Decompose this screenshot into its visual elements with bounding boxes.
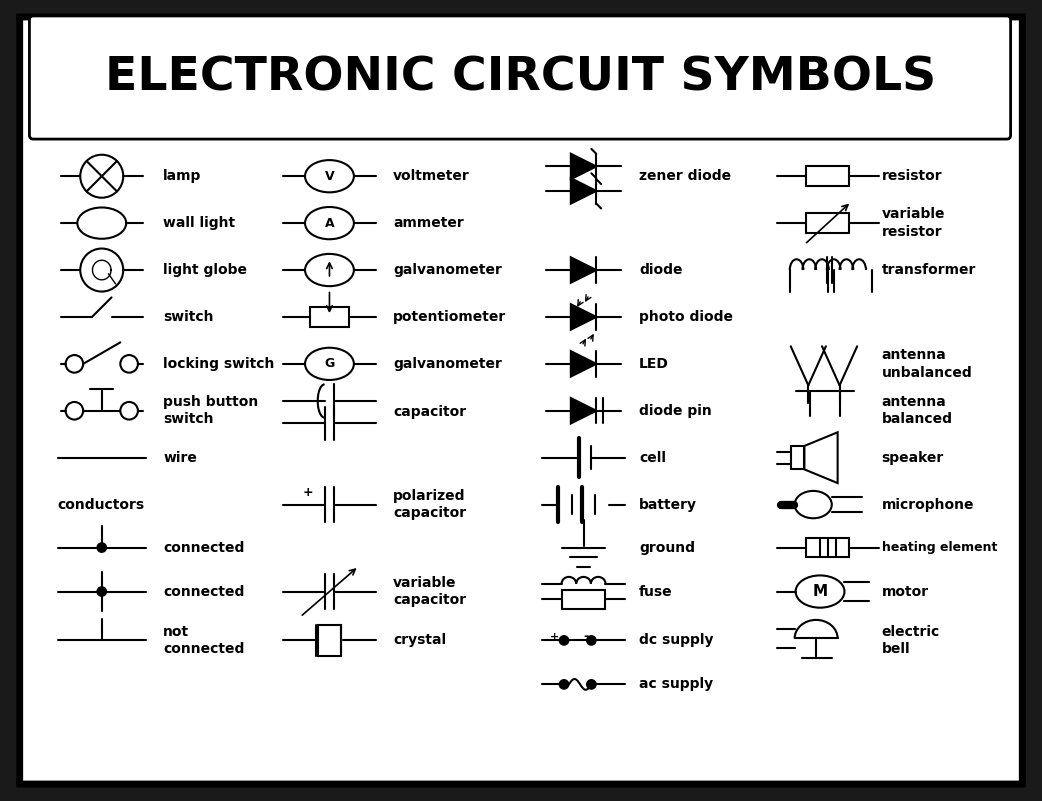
Text: wall light: wall light <box>164 216 235 230</box>
Text: dc supply: dc supply <box>639 634 714 647</box>
Polygon shape <box>571 398 596 424</box>
Text: motor: motor <box>882 585 928 598</box>
Text: ac supply: ac supply <box>639 678 714 691</box>
Text: M: M <box>813 584 827 599</box>
Text: G: G <box>324 357 334 370</box>
Text: ground: ground <box>639 541 695 554</box>
Text: LED: LED <box>639 357 669 371</box>
Bar <box>318 625 341 656</box>
Text: potentiometer: potentiometer <box>393 310 506 324</box>
Bar <box>309 307 349 327</box>
Text: push button
switch: push button switch <box>164 395 258 426</box>
Text: zener diode: zener diode <box>639 169 731 183</box>
Text: microphone: microphone <box>882 497 974 512</box>
Circle shape <box>586 679 597 690</box>
Text: galvanometer: galvanometer <box>393 357 502 371</box>
Text: light globe: light globe <box>164 263 247 277</box>
Bar <box>562 590 605 609</box>
Text: transformer: transformer <box>882 263 976 277</box>
FancyBboxPatch shape <box>20 17 1022 784</box>
Text: +: + <box>302 486 314 499</box>
Bar <box>807 213 849 233</box>
Text: antenna
balanced: antenna balanced <box>882 395 952 426</box>
Polygon shape <box>571 351 596 376</box>
Text: not
connected: not connected <box>164 625 245 656</box>
Text: speaker: speaker <box>882 451 944 465</box>
Text: fuse: fuse <box>639 585 673 598</box>
Text: lamp: lamp <box>164 169 202 183</box>
Text: locking switch: locking switch <box>164 357 275 371</box>
Text: heating element: heating element <box>882 541 997 554</box>
Text: ammeter: ammeter <box>393 216 464 230</box>
Text: conductors: conductors <box>57 497 145 512</box>
Text: variable
resistor: variable resistor <box>882 207 945 239</box>
Text: voltmeter: voltmeter <box>393 169 470 183</box>
Text: ELECTRONIC CIRCUIT SYMBOLS: ELECTRONIC CIRCUIT SYMBOLS <box>105 55 937 100</box>
Bar <box>791 446 804 469</box>
Text: variable
capacitor: variable capacitor <box>393 576 466 607</box>
Circle shape <box>96 586 107 597</box>
Polygon shape <box>571 178 596 203</box>
Bar <box>807 167 849 186</box>
Polygon shape <box>571 257 596 283</box>
FancyBboxPatch shape <box>29 16 1011 139</box>
Text: wire: wire <box>164 451 197 465</box>
Text: diode pin: diode pin <box>639 404 712 418</box>
Text: connected: connected <box>164 541 245 554</box>
Text: crystal: crystal <box>393 634 446 647</box>
Text: battery: battery <box>639 497 697 512</box>
Circle shape <box>96 542 107 553</box>
Text: connected: connected <box>164 585 245 598</box>
Text: electric
bell: electric bell <box>882 625 940 656</box>
Polygon shape <box>571 154 596 179</box>
Text: -: - <box>582 630 588 643</box>
Circle shape <box>559 679 569 690</box>
Text: V: V <box>325 170 334 183</box>
Bar <box>807 537 849 557</box>
Text: polarized
capacitor: polarized capacitor <box>393 489 466 520</box>
Text: capacitor: capacitor <box>393 405 466 419</box>
Text: cell: cell <box>639 451 666 465</box>
Polygon shape <box>571 304 596 330</box>
Text: +: + <box>549 631 559 642</box>
Text: diode: diode <box>639 263 683 277</box>
Text: galvanometer: galvanometer <box>393 263 502 277</box>
Text: switch: switch <box>164 310 214 324</box>
Text: A: A <box>325 216 334 230</box>
Text: photo diode: photo diode <box>639 310 734 324</box>
Circle shape <box>559 635 569 646</box>
Text: antenna
unbalanced: antenna unbalanced <box>882 348 972 380</box>
Circle shape <box>586 635 597 646</box>
Text: resistor: resistor <box>882 169 942 183</box>
